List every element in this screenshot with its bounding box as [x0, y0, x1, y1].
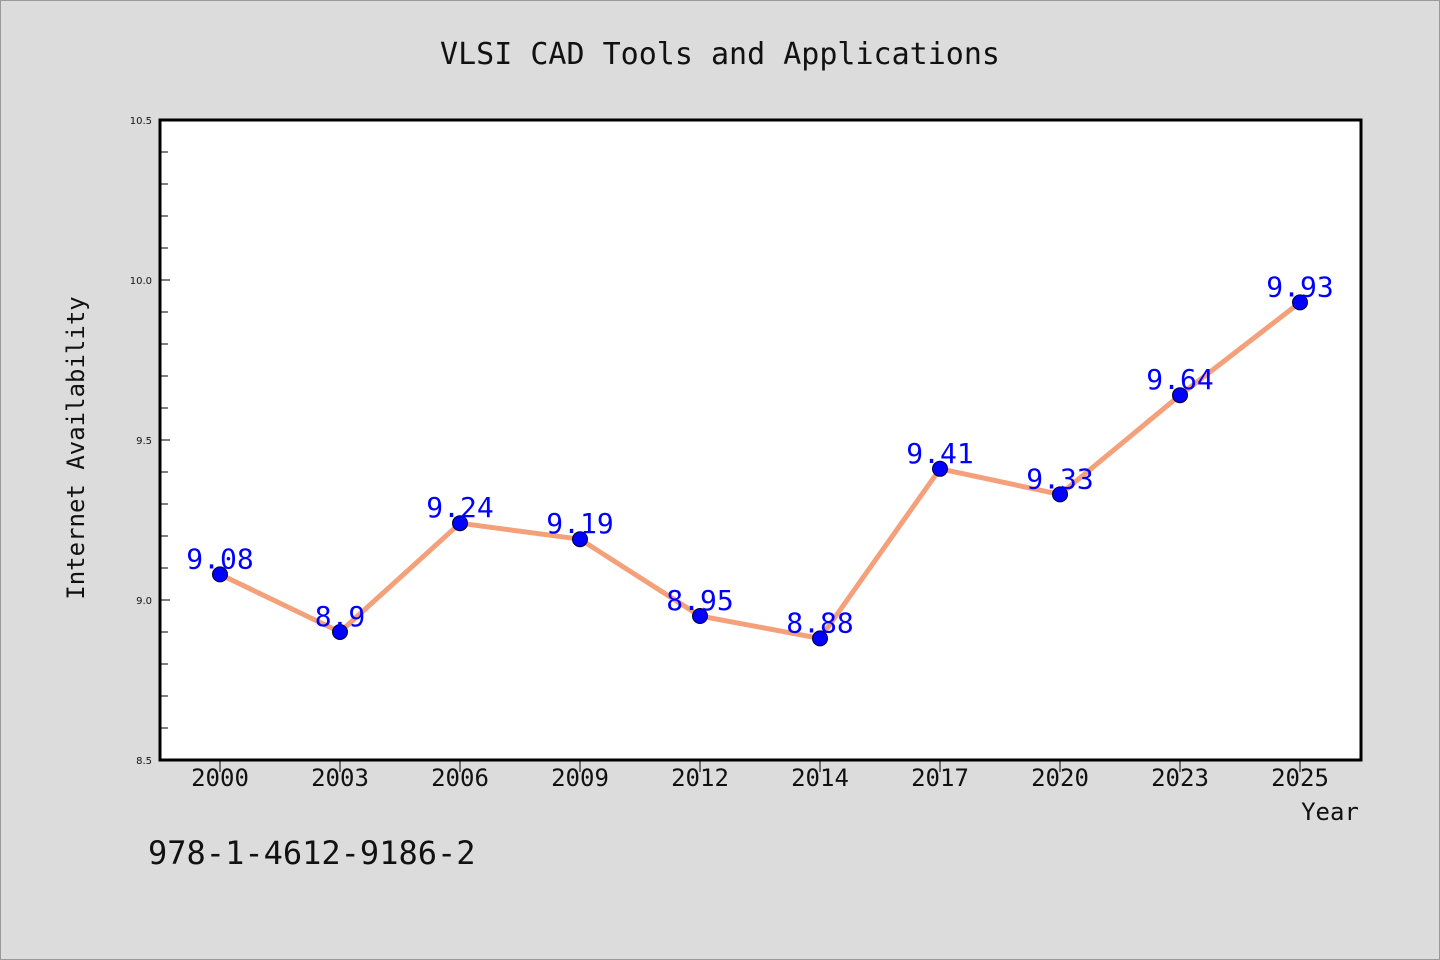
series-points [212, 294, 1308, 647]
x-tick-label: 2023 [1151, 764, 1209, 792]
series-line [217, 299, 1303, 641]
data-label: 9.24 [426, 491, 493, 524]
data-point [1292, 294, 1308, 311]
y-tick-label: 10.0 [130, 276, 152, 287]
data-label: 9.19 [546, 507, 613, 540]
series-polyline [217, 299, 1303, 641]
x-tick-label: 2012 [671, 764, 729, 792]
x-tick-label: 2003 [311, 764, 369, 792]
data-point [812, 630, 828, 647]
data-label: 8.9 [315, 600, 366, 633]
data-label: 9.93 [1266, 270, 1333, 303]
x-tick-label: 2017 [911, 764, 969, 792]
x-axis-label: Year [1301, 798, 1359, 826]
x-tick-label: 2009 [551, 764, 609, 792]
y-tick-label: 9.5 [136, 436, 152, 447]
y-tick-label: 9.0 [136, 596, 152, 607]
x-tick-label: 2020 [1031, 764, 1089, 792]
data-point [332, 624, 348, 640]
chart-title: VLSI CAD Tools and Applications [440, 37, 1000, 72]
y-tick-label: 8.5 [136, 756, 152, 767]
data-point [1052, 486, 1068, 503]
plot-border [158, 118, 1363, 762]
data-labels: 9.08 8.9 9.24 9.19 8.95 8.88 9.41 9.33 9.64 9.93 [186, 270, 1333, 639]
data-label: 9.08 [186, 542, 253, 575]
data-point [572, 531, 588, 548]
x-tick-label: 2006 [431, 764, 489, 792]
y-axis-label: Internet Availability [62, 296, 90, 599]
x-tick-label: 2025 [1271, 764, 1329, 792]
x-tick-label: 2014 [791, 764, 849, 792]
data-label: 9.64 [1146, 363, 1213, 396]
data-label: 9.41 [906, 437, 973, 470]
data-point [1172, 387, 1188, 404]
data-label: 8.88 [786, 606, 853, 639]
isbn-annotation: 978-1-4612-9186-2 [148, 834, 476, 872]
data-point [452, 515, 468, 532]
plot-area [160, 120, 1361, 760]
data-label: 8.95 [666, 584, 733, 617]
x-axis-ticks: 2000 2003 2006 2009 2012 2014 2017 2020 2023 2025 [191, 760, 1329, 792]
data-point [212, 566, 228, 583]
data-label: 9.33 [1026, 462, 1093, 495]
data-point [932, 460, 948, 477]
x-tick-label: 2000 [191, 764, 249, 792]
data-point [692, 608, 708, 624]
y-tick-label: 10.5 [130, 116, 152, 127]
